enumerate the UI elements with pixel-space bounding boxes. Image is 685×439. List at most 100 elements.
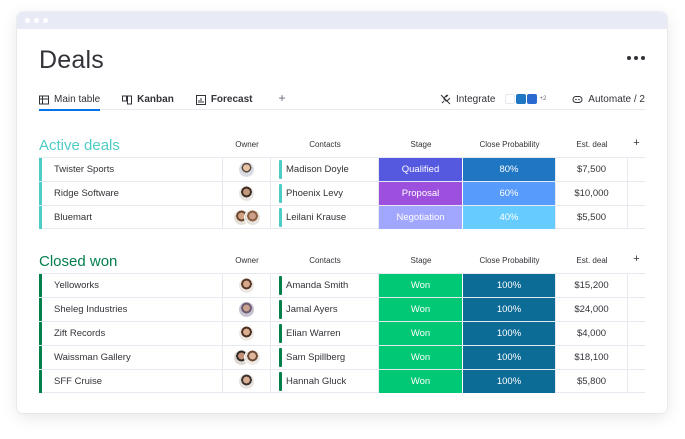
owner-cell[interactable] [223,206,271,229]
probability-status[interactable]: 100% [463,322,556,345]
item-name[interactable]: Sheleg Industries [39,298,223,321]
row-end-cell [628,182,645,205]
add-view-button[interactable]: + [278,91,286,105]
owner-cell[interactable] [223,298,271,321]
deal-value[interactable]: $24,000 [556,298,628,321]
probability-status[interactable]: 100% [463,346,556,369]
tab-main-table[interactable]: Main table [39,90,101,111]
integrate-button[interactable]: Integrate [440,94,495,105]
row-end-cell [628,298,645,321]
table-row[interactable]: Waissman Gallery Sam Spillberg Won 100% … [39,345,645,369]
probability-status[interactable]: 100% [463,298,556,321]
item-name[interactable]: Waissman Gallery [39,346,223,369]
column-header-deal[interactable]: Est. deal [576,256,608,265]
probability-status[interactable]: 40% [463,206,556,229]
table-row[interactable]: Sheleg Industries Jamal Ayers Won 100% $… [39,297,645,321]
contact-name: Sam Spillberg [286,352,346,363]
table-row[interactable]: Bluemart Leilani Krause Negotiation 40% … [39,205,645,229]
deal-value[interactable]: $4,000 [556,322,628,345]
column-header-probability[interactable]: Close Probability [479,140,540,149]
owner-cell[interactable] [223,274,271,297]
probability-status[interactable]: 80% [463,158,556,181]
probability-status[interactable]: 60% [463,182,556,205]
add-column-button[interactable]: + [633,253,640,265]
contact-cell[interactable]: Phoenix Levy [271,182,379,205]
item-name[interactable]: Yelloworks [39,274,223,297]
owner-cell[interactable] [223,370,271,393]
deal-value[interactable]: $5,500 [556,206,628,229]
column-header-contacts[interactable]: Contacts [309,140,341,149]
contact-cell[interactable]: Hannah Gluck [271,370,379,393]
plug-icon [440,94,451,104]
stage-status[interactable]: Qualified [379,158,463,181]
contact-cell[interactable]: Elian Warren [271,322,379,345]
row-end-cell [628,206,645,229]
gmail-icon [505,94,516,104]
group-title[interactable]: Closed won [39,253,118,270]
window-dot [34,18,39,23]
item-name[interactable]: Zift Records [39,322,223,345]
automate-button[interactable]: Automate / 2 [572,94,645,105]
deal-value[interactable]: $5,800 [556,370,628,393]
owner-cell[interactable] [223,322,271,345]
group-closed-won: Closed won Owner Contacts Stage Close Pr… [39,249,645,393]
item-name[interactable]: Twister Sports [39,158,223,181]
avatar [239,326,254,341]
group-active-deals: Active deals Owner Contacts Stage Close … [39,133,645,229]
contact-cell[interactable]: Amanda Smith [271,274,379,297]
stage-status[interactable]: Won [379,346,463,369]
table-row[interactable]: SFF Cruise Hannah Gluck Won 100% $5,800 [39,369,645,393]
group-title[interactable]: Active deals [39,137,120,154]
avatar [244,210,260,225]
automate-label: Automate / 2 [588,93,645,105]
item-name[interactable]: SFF Cruise [39,370,223,393]
column-header-owner[interactable]: Owner [235,256,259,265]
contact-cell[interactable]: Sam Spillberg [271,346,379,369]
stage-status[interactable]: Won [379,322,463,345]
owner-cell[interactable] [223,346,271,369]
contact-cell[interactable]: Leilani Krause [271,206,379,229]
toolbar-right: Integrate +2 Automate / 2 [440,90,645,108]
avatar [239,162,254,177]
window-dot [43,18,48,23]
table-row[interactable]: Zift Records Elian Warren Won 100% $4,00… [39,321,645,345]
stage-status[interactable]: Won [379,370,463,393]
owner-cell[interactable] [223,158,271,181]
row-end-cell [628,322,645,345]
table-row[interactable]: Yelloworks Amanda Smith Won 100% $15,200 [39,273,645,297]
robot-icon [572,96,583,103]
table-row[interactable]: Ridge Software Phoenix Levy Proposal 60%… [39,181,645,205]
probability-status[interactable]: 100% [463,370,556,393]
item-name[interactable]: Bluemart [39,206,223,229]
contact-cell[interactable]: Jamal Ayers [271,298,379,321]
item-name[interactable]: Ridge Software [39,182,223,205]
tab-label: Main table [54,94,101,105]
stage-status[interactable]: Negotiation [379,206,463,229]
row-end-cell [628,158,645,181]
stage-status[interactable]: Won [379,298,463,321]
window-dot [25,18,30,23]
contact-name: Elian Warren [286,328,341,339]
view-tabs: Main table Kanban Forecast + Integrate +… [39,90,645,111]
stage-status[interactable]: Won [379,274,463,297]
column-header-deal[interactable]: Est. deal [576,140,608,149]
add-column-button[interactable]: + [633,137,640,149]
contact-cell[interactable]: Madison Doyle [271,158,379,181]
deal-value[interactable]: $7,500 [556,158,628,181]
table-row[interactable]: Twister Sports Madison Doyle Qualified 8… [39,157,645,181]
group-rows: Twister Sports Madison Doyle Qualified 8… [39,157,645,229]
stage-status[interactable]: Proposal [379,182,463,205]
column-header-contacts[interactable]: Contacts [309,256,341,265]
more-options-button[interactable] [627,56,645,60]
column-header-stage[interactable]: Stage [410,256,432,265]
deal-value[interactable]: $15,200 [556,274,628,297]
probability-status[interactable]: 100% [463,274,556,297]
column-header-stage[interactable]: Stage [410,140,432,149]
column-header-probability[interactable]: Close Probability [479,256,540,265]
deal-value[interactable]: $10,000 [556,182,628,205]
tab-forecast[interactable]: Forecast [195,90,253,109]
column-header-owner[interactable]: Owner [235,140,259,149]
tab-kanban[interactable]: Kanban [122,90,174,109]
owner-cell[interactable] [223,182,271,205]
deal-value[interactable]: $18,100 [556,346,628,369]
